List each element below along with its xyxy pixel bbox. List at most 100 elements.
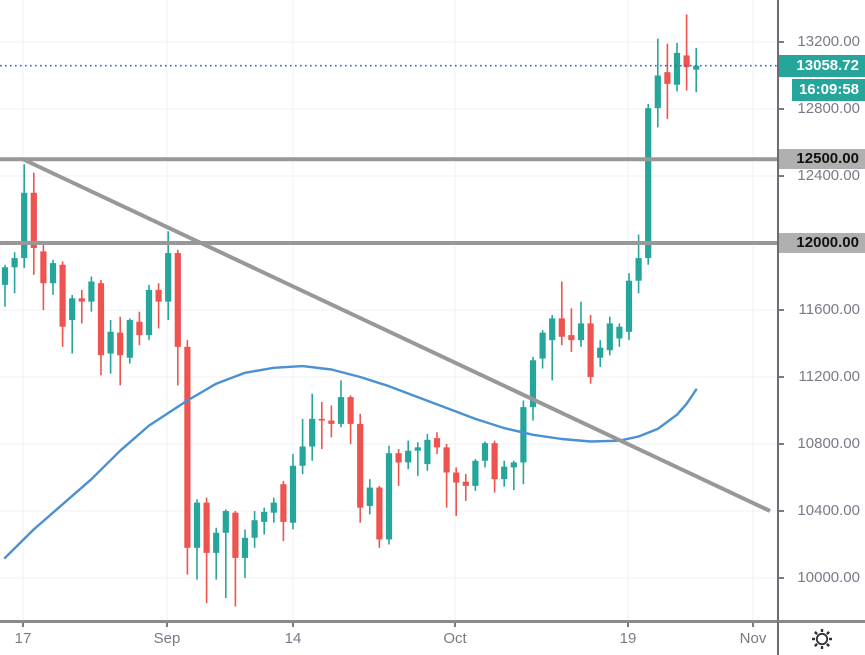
candle-body bbox=[385, 453, 393, 540]
candle-body bbox=[395, 453, 402, 463]
candle bbox=[21, 164, 28, 269]
gear-icon bbox=[812, 629, 832, 649]
candle-body bbox=[165, 253, 172, 302]
candle bbox=[270, 497, 277, 523]
candle-body bbox=[587, 323, 594, 377]
candle bbox=[347, 395, 354, 444]
candle-body bbox=[453, 472, 460, 483]
candle-body bbox=[645, 108, 652, 259]
candle bbox=[597, 340, 604, 367]
candle-body bbox=[520, 407, 527, 463]
candle bbox=[299, 418, 306, 475]
candle bbox=[529, 356, 537, 421]
candle bbox=[433, 432, 441, 455]
candle bbox=[462, 474, 469, 501]
horizontal-line-price-badge: 12000.00 bbox=[779, 233, 865, 253]
candle-body bbox=[577, 323, 585, 341]
time-tick-dash bbox=[166, 623, 168, 627]
candle bbox=[78, 289, 85, 324]
candle bbox=[491, 440, 498, 493]
candle bbox=[251, 511, 258, 548]
candlestick-chart[interactable] bbox=[0, 0, 777, 620]
candle-body bbox=[625, 280, 633, 332]
candle bbox=[510, 460, 517, 491]
price-tick-dash bbox=[779, 577, 784, 579]
candle-body bbox=[337, 397, 345, 424]
time-axis[interactable]: 17 Sep 14 Oct 19 Nov bbox=[0, 620, 777, 655]
candle bbox=[385, 445, 393, 545]
time-tick-label: 17 bbox=[14, 630, 32, 647]
candle-body bbox=[597, 347, 604, 358]
time-tick-label: 19 bbox=[619, 630, 637, 647]
candle-body bbox=[347, 397, 354, 424]
candle-body bbox=[481, 443, 489, 461]
candle bbox=[184, 340, 191, 575]
candle bbox=[280, 480, 287, 542]
candle-body bbox=[491, 443, 498, 480]
candle-body bbox=[213, 532, 220, 553]
candle bbox=[558, 281, 565, 346]
price-tick-dash bbox=[779, 510, 784, 512]
candle-body bbox=[270, 502, 277, 513]
candle bbox=[395, 449, 402, 486]
candle bbox=[193, 499, 201, 580]
candle bbox=[424, 433, 431, 471]
candle bbox=[645, 103, 652, 265]
candle bbox=[309, 393, 316, 461]
price-tick-label: 11600.00 bbox=[798, 301, 860, 318]
candle bbox=[366, 479, 373, 515]
candle-body bbox=[654, 75, 661, 109]
candle-body bbox=[510, 462, 517, 468]
time-tick-label: Nov bbox=[739, 630, 767, 647]
candle bbox=[337, 380, 345, 428]
price-scale-settings-button[interactable] bbox=[777, 620, 865, 655]
candle-body bbox=[184, 346, 191, 548]
candle bbox=[587, 315, 594, 384]
candle bbox=[616, 323, 623, 347]
candle-body bbox=[433, 438, 441, 448]
candle-body bbox=[549, 318, 556, 341]
candle-body bbox=[539, 332, 546, 359]
candle-body bbox=[357, 423, 364, 508]
candle-body bbox=[366, 487, 373, 506]
candle-body bbox=[318, 418, 325, 421]
candle bbox=[232, 511, 239, 607]
candle bbox=[501, 460, 508, 487]
candle bbox=[97, 279, 105, 376]
candle bbox=[539, 330, 546, 369]
candle bbox=[376, 485, 383, 548]
candle bbox=[577, 301, 585, 347]
candle-body bbox=[693, 65, 700, 70]
trendline-drawing[interactable] bbox=[22, 157, 771, 513]
candle-body bbox=[251, 520, 258, 538]
candle bbox=[155, 283, 162, 329]
price-tick-dash bbox=[779, 108, 784, 110]
candle-body bbox=[558, 318, 565, 337]
candle bbox=[117, 316, 124, 386]
candle bbox=[30, 172, 37, 275]
time-tick-dash bbox=[22, 623, 24, 627]
candle-body bbox=[145, 289, 153, 336]
time-tick-label: 14 bbox=[284, 630, 302, 647]
candle-body bbox=[414, 447, 421, 451]
candle bbox=[145, 284, 153, 341]
candle bbox=[174, 249, 181, 386]
candle bbox=[136, 311, 143, 346]
candle-body bbox=[673, 52, 681, 85]
candle bbox=[568, 308, 575, 352]
horizontal-line-price-badge: 12500.00 bbox=[779, 149, 865, 170]
candle-body bbox=[309, 418, 316, 447]
candle-body bbox=[203, 502, 210, 553]
candle-body bbox=[529, 360, 537, 408]
candle-body bbox=[606, 323, 613, 351]
price-axis[interactable]: 13058.72 16:09:58 13200.00 12800.00 12400.… bbox=[777, 0, 865, 620]
price-tick-label: 10400.00 bbox=[797, 502, 860, 519]
candle bbox=[126, 318, 133, 364]
candle-body bbox=[241, 537, 249, 558]
candle-body bbox=[664, 72, 671, 84]
price-tick-label: 10800.00 bbox=[797, 435, 860, 452]
price-tick-dash bbox=[779, 309, 784, 311]
time-tick-dash bbox=[454, 623, 456, 627]
time-tick-dash bbox=[752, 623, 754, 627]
price-tick-dash bbox=[779, 41, 784, 43]
